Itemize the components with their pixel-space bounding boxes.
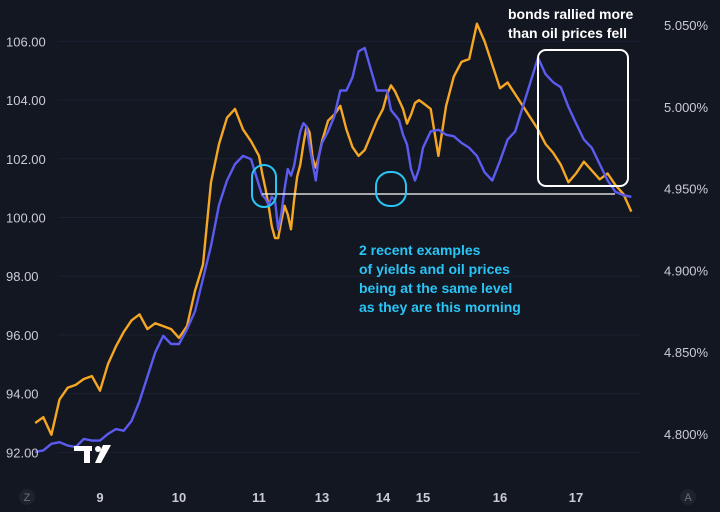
left-axis: 106.00 104.00 102.00 100.00 98.00 96.00 94.00 9… xyxy=(6,34,46,460)
x-tick-label: 15 xyxy=(416,490,430,505)
right-axis: 5.050% 5.000% 4.950% 4.900% 4.850% 4.800% xyxy=(664,18,709,442)
x-tick-label: 17 xyxy=(569,490,583,505)
annotation-middle-line1: 2 recent examples xyxy=(359,242,481,258)
left-tick-label: 96.00 xyxy=(6,328,39,343)
series-line-yield xyxy=(34,46,632,454)
right-tick-label: 4.950% xyxy=(664,182,709,197)
x-tick-label: 9 xyxy=(96,490,103,505)
corner-left-label[interactable]: Z xyxy=(24,492,31,504)
left-tick-label: 92.00 xyxy=(6,445,39,460)
x-tick-label: 13 xyxy=(315,490,329,505)
annotation-middle-line2: of yields and oil prices xyxy=(359,261,510,277)
corner-left-badge[interactable] xyxy=(19,489,35,505)
left-tick-label: 104.00 xyxy=(6,93,46,108)
corner-right-badge[interactable] xyxy=(680,489,696,505)
left-tick-label: 100.00 xyxy=(6,211,46,226)
annotation-top-right-line2: than oil prices fell xyxy=(508,25,627,41)
right-tick-label: 4.900% xyxy=(664,263,709,278)
plot-area xyxy=(34,22,640,454)
annotation-middle-line3: being at the same level xyxy=(359,280,512,296)
right-tick-label: 5.000% xyxy=(664,100,709,115)
x-tick-label: 16 xyxy=(493,490,507,505)
annotation-middle-line4: as they are this morning xyxy=(359,299,521,315)
highlight-circle-left xyxy=(251,164,277,208)
x-tick-label: 10 xyxy=(172,490,186,505)
left-tick-label: 106.00 xyxy=(6,34,46,49)
corner-right-label[interactable]: A xyxy=(684,492,692,504)
left-tick-label: 98.00 xyxy=(6,269,39,284)
highlight-circle-right xyxy=(375,171,407,207)
tv-logo-icon xyxy=(74,445,111,463)
overlay-layer xyxy=(251,49,629,208)
right-tick-label: 4.800% xyxy=(664,427,709,442)
right-tick-label: 4.850% xyxy=(664,345,709,360)
left-tick-label: 94.00 xyxy=(6,387,39,402)
right-tick-label: 5.050% xyxy=(664,18,709,33)
x-axis: 9 10 11 13 14 15 16 17 xyxy=(96,490,583,505)
x-tick-label: 11 xyxy=(252,490,266,505)
annotation-top-right-line1: bonds rallied more xyxy=(508,6,633,22)
left-tick-label: 102.00 xyxy=(6,152,46,167)
highlight-box xyxy=(537,49,629,187)
x-tick-label: 14 xyxy=(376,490,391,505)
